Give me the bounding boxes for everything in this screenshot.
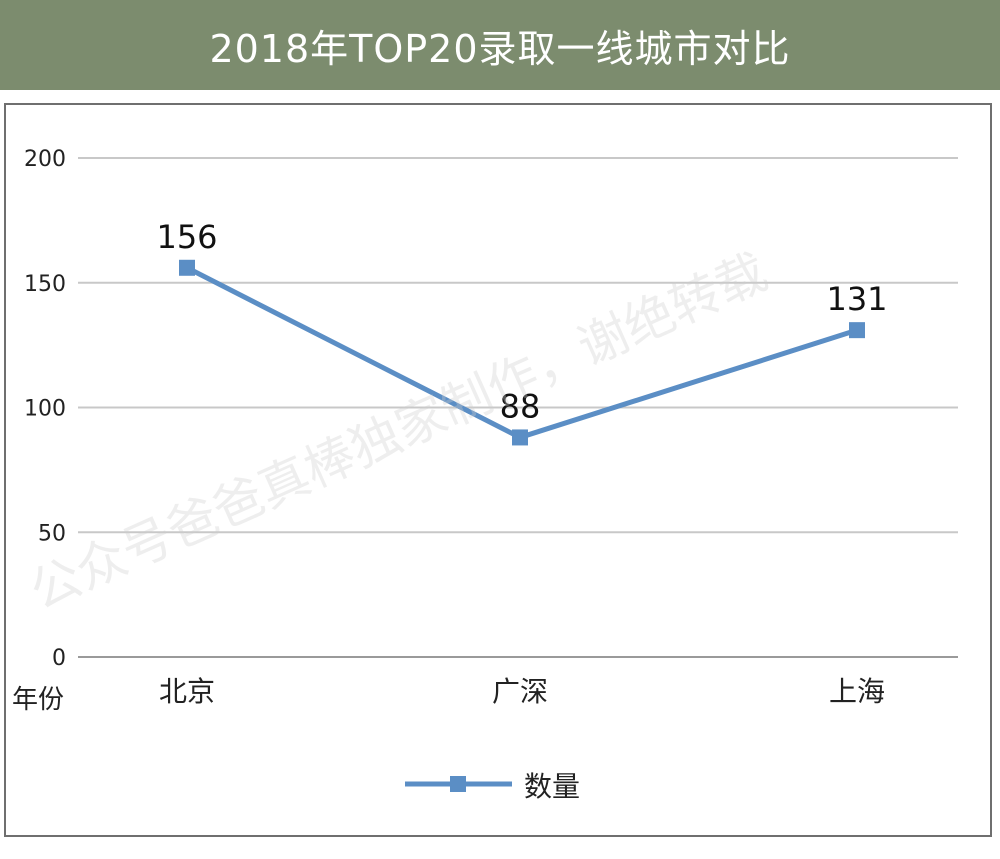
chart-title: 2018年TOP20录取一线城市对比 [209,26,791,71]
y-tick-label-0: 0 [52,646,66,671]
series-group: 156 88 131 [156,218,888,446]
y-tick-label-200: 200 [24,147,66,172]
data-point-1 [512,429,528,446]
data-point-0 [179,259,195,276]
x-axis-label: 年份 [12,685,64,715]
legend: 数量 [405,770,580,803]
y-tick-label-50: 50 [38,521,66,546]
x-axis-categories: 北京 广深 上海 [159,675,885,708]
legend-label: 数量 [524,770,580,803]
data-point-2 [849,322,865,339]
gridlines [78,157,958,658]
chart-title-bar: 2018年TOP20录取一线城市对比 [0,0,1000,90]
x-category-label-0: 北京 [159,675,215,708]
y-tick-label-150: 150 [24,272,66,297]
y-axis-ticks: 0 50 100 150 200 [24,147,66,671]
data-label-2: 131 [826,280,887,318]
data-label-0: 156 [156,218,217,256]
x-category-label-2: 上海 [829,675,885,708]
x-category-label-1: 广深 [492,675,548,708]
data-label-1: 88 [500,387,541,425]
legend-marker [450,776,466,792]
chart-frame [4,103,992,837]
y-tick-label-100: 100 [24,397,66,422]
watermark: 公众号爸爸真棒独家制作，谢绝转载 [21,243,775,621]
